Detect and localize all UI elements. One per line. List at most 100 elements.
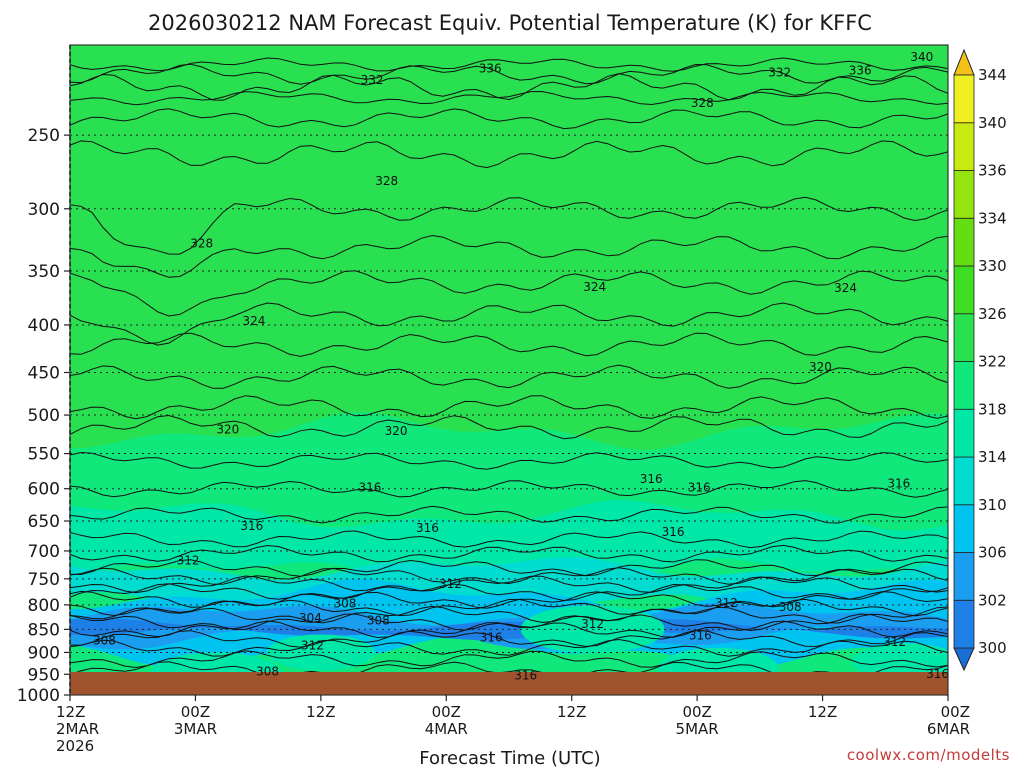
contour-line — [70, 395, 948, 420]
field-band-322 — [70, 45, 948, 450]
contour-line — [70, 364, 948, 389]
contour-label: 316 — [662, 525, 685, 539]
contour-line — [70, 90, 948, 106]
y-tick-label: 300 — [28, 200, 60, 220]
colorbar-segment — [953, 217, 975, 267]
colorbar-segment — [953, 361, 975, 410]
colorbar-tick-label: 300 — [978, 639, 1007, 657]
contour-label: 316 — [689, 628, 712, 642]
contour-line — [70, 575, 948, 594]
colorbar-segment — [953, 74, 975, 124]
contour-label: 324 — [243, 314, 266, 328]
contour-label: 312 — [301, 639, 324, 653]
x-tick-label: 5MAR — [676, 720, 719, 738]
contour-label: 312 — [581, 617, 604, 631]
contour-label: 316 — [514, 669, 537, 683]
colorbar-tick-label: 330 — [978, 257, 1007, 275]
colorbar-segment — [953, 456, 975, 506]
x-tick-label: 12Z — [306, 703, 335, 721]
x-tick-label: 00Z — [682, 703, 711, 721]
contour-line — [70, 590, 948, 609]
x-axis-label: Forecast Time (UTC) — [419, 748, 600, 768]
x-tick-label: 6MAR — [927, 720, 970, 738]
contour-label: 320 — [809, 360, 832, 374]
colorbar-low-arrow — [953, 647, 975, 672]
colorbar-tick-label: 302 — [978, 591, 1007, 609]
plot-area: 340 336 336 332 332 328 328 328 324 324 324 320 320 3… — [70, 45, 949, 695]
contour-line — [70, 480, 948, 498]
colorbar-segment — [953, 504, 975, 553]
x-tick-label: 12Z — [557, 703, 586, 721]
y-tick-label: 550 — [28, 445, 60, 465]
contour-label: 336 — [479, 62, 502, 76]
colorbar-high-arrow — [953, 48, 975, 76]
colorbar-segment — [953, 122, 975, 171]
contour-label: 336 — [849, 63, 872, 77]
colorbar-tick-label: 310 — [978, 496, 1007, 514]
credit-text: coolwx.com/modelts — [847, 746, 1010, 764]
contour-label: 332 — [768, 65, 791, 79]
contour-line — [70, 620, 948, 639]
x-tick-label: 12Z — [56, 703, 85, 721]
contour-label: 312 — [883, 635, 906, 649]
y-tick-label: 900 — [28, 643, 60, 663]
colorbar-tick-label: 326 — [978, 305, 1007, 323]
contour-line — [70, 583, 948, 602]
colorbar-tick-label: 314 — [978, 448, 1007, 466]
colorbar-segment — [953, 408, 975, 458]
contour-label: 308 — [367, 614, 390, 628]
x-tick-label: 00Z — [941, 703, 970, 721]
contour-label: 312 — [715, 596, 738, 610]
contour-lines — [70, 57, 948, 690]
contour-label: 316 — [480, 630, 503, 644]
contour-line — [70, 451, 948, 470]
contour-line — [70, 73, 948, 101]
contour-label: 308 — [93, 634, 116, 648]
y-tick-label: 650 — [28, 512, 60, 532]
contour-label: 316 — [640, 472, 663, 486]
contour-label: 312 — [439, 577, 462, 591]
contour-label: 320 — [385, 424, 408, 438]
contour-line — [70, 108, 948, 130]
colorbar-tick-label: 306 — [978, 544, 1007, 562]
field-pocket — [852, 643, 948, 680]
y-tick-label: 450 — [28, 364, 60, 384]
colorbar-segment — [953, 170, 975, 219]
contour-label: 320 — [216, 422, 239, 436]
contour-line — [70, 332, 948, 357]
contour-label: 316 — [240, 519, 263, 533]
contour-line — [70, 414, 948, 440]
contour-labels: 340 336 336 332 332 328 328 328 324 324 324 320 320 3… — [93, 50, 949, 683]
x-tick-label: 12Z — [808, 703, 837, 721]
y-axis-ticks: 250 300 350 400 450 500 550 600 650 700 750 800 850 9… — [17, 126, 70, 706]
colorbar-tick-label: 336 — [978, 162, 1007, 180]
x-tick-label: 2026 — [56, 737, 94, 755]
colorbar-tick-label: 334 — [978, 209, 1007, 227]
colorbar-segment — [953, 599, 975, 649]
y-tick-label: 950 — [28, 665, 60, 685]
contour-line — [70, 234, 948, 278]
colorbar-tick-label: 344 — [978, 66, 1007, 84]
contour-line — [70, 63, 948, 85]
contour-label: 324 — [583, 280, 606, 294]
y-tick-label: 500 — [28, 406, 60, 426]
contour-line — [70, 530, 948, 549]
contour-label: 316 — [926, 667, 949, 681]
contour-label: 324 — [834, 281, 857, 295]
y-tick-label: 850 — [28, 620, 60, 640]
contour-line — [70, 605, 948, 624]
contour-line — [70, 302, 948, 346]
x-tick-label: 00Z — [181, 703, 210, 721]
contour-line — [70, 196, 948, 255]
contour-label: 316 — [887, 476, 910, 490]
contour-label: 316 — [688, 480, 711, 494]
contour-line — [70, 270, 948, 317]
contour-line — [70, 638, 948, 657]
contour-label: 328 — [375, 174, 398, 188]
x-tick-label: 00Z — [432, 703, 461, 721]
contour-line — [70, 598, 948, 617]
field-band-314 — [70, 500, 948, 587]
y-tick-label: 700 — [28, 542, 60, 562]
contour-label: 328 — [190, 237, 213, 251]
